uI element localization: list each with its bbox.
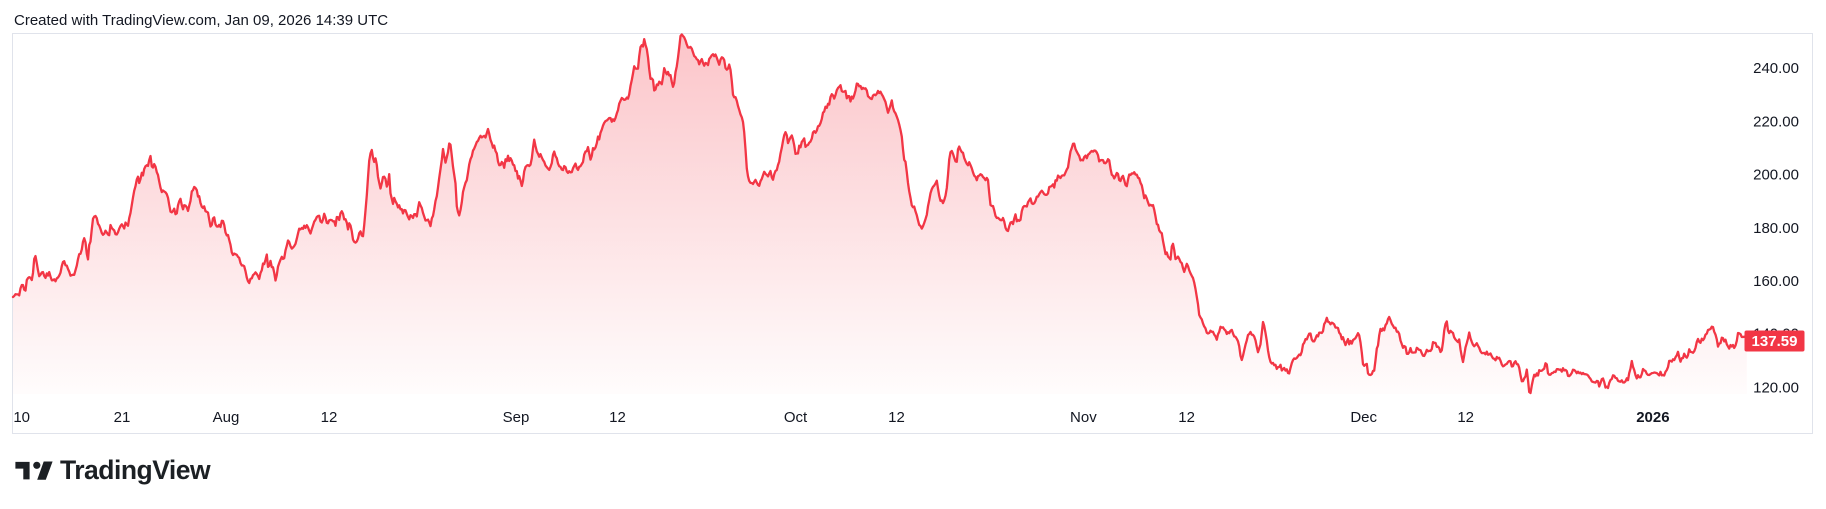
svg-text:12: 12 bbox=[1178, 409, 1195, 426]
svg-text:220.00: 220.00 bbox=[1753, 113, 1799, 130]
svg-text:12: 12 bbox=[609, 409, 626, 426]
svg-text:Dec: Dec bbox=[1350, 409, 1377, 426]
svg-text:12: 12 bbox=[321, 409, 338, 426]
svg-text:240.00: 240.00 bbox=[1753, 60, 1799, 77]
svg-text:21: 21 bbox=[114, 409, 131, 426]
svg-text:2026: 2026 bbox=[1636, 409, 1669, 426]
svg-text:120.00: 120.00 bbox=[1753, 379, 1799, 396]
svg-text:TradingView: TradingView bbox=[60, 455, 211, 485]
svg-text:12: 12 bbox=[1457, 409, 1474, 426]
svg-text:Created with TradingView.com,: Created with TradingView.com, Jan 09, 20… bbox=[14, 12, 388, 29]
svg-text:12: 12 bbox=[888, 409, 905, 426]
svg-text:Aug: Aug bbox=[213, 409, 240, 426]
svg-text:200.00: 200.00 bbox=[1753, 167, 1799, 184]
svg-text:10: 10 bbox=[13, 409, 30, 426]
svg-text:Oct: Oct bbox=[784, 409, 808, 426]
svg-text:Sep: Sep bbox=[503, 409, 530, 426]
svg-text:180.00: 180.00 bbox=[1753, 220, 1799, 237]
svg-text:137.59: 137.59 bbox=[1752, 333, 1798, 350]
svg-text:160.00: 160.00 bbox=[1753, 273, 1799, 290]
svg-text:Nov: Nov bbox=[1070, 409, 1097, 426]
